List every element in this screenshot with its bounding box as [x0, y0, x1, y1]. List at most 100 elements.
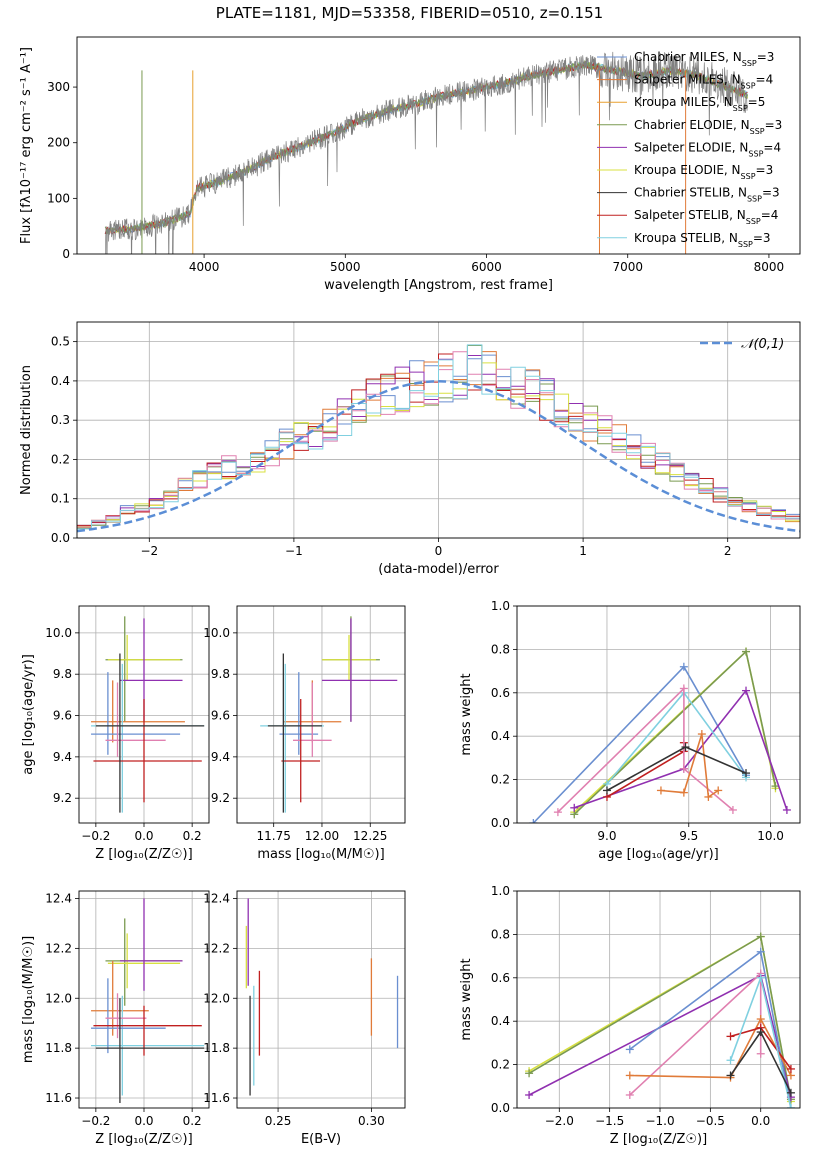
y-tick-label: 0.6	[491, 686, 510, 700]
y-tick-label: 9.2	[53, 791, 72, 805]
y-axis-label: mass weight	[459, 958, 474, 1040]
x-tick-label: −0.2	[81, 829, 110, 843]
y-tick-label: 0.0	[51, 531, 70, 545]
y-tick-label: 9.2	[211, 791, 230, 805]
x-tick-label: 0.0	[134, 1114, 153, 1128]
spectrum-plot-area	[104, 51, 748, 254]
x-tick-label: −0.2	[81, 1114, 110, 1128]
legend-entry: Salpeter ELODIE, NSSP=4	[634, 140, 781, 158]
x-tick-label: −1	[285, 544, 303, 558]
x-axis-label: Z [log₁₀(Z/Z☉)]	[610, 1132, 707, 1147]
x-axis-label: (data-model)/error	[378, 562, 499, 577]
x-axis-label: Z [log₁₀(Z/Z☉)]	[95, 1132, 192, 1147]
y-tick-label: 12.0	[203, 991, 230, 1005]
x-tick-label: −2	[140, 544, 158, 558]
mass_weight_vs_age-panel: 9.0 9.5 10.0 0.0 0.2 0.4 0.6 0.8 1.0 age [log₁₀(a…	[459, 599, 801, 862]
x-tick-label: 2	[724, 544, 732, 558]
x-tick-label: 9.0	[597, 829, 616, 843]
y-tick-label: 9.6	[211, 709, 230, 723]
legend-entry: Chabrier ELODIE, NSSP=3	[634, 118, 782, 136]
y-tick-label: 12.0	[45, 991, 72, 1005]
spectrum-panel: 4000 5000 6000 7000 8000 0 100 200 300 wavelength…	[19, 36, 801, 293]
x-tick-label: 0	[435, 544, 443, 558]
data-spectrum-line	[105, 51, 748, 254]
y-tick-label: 300	[47, 80, 70, 94]
x-tick-label: 5000	[330, 260, 361, 274]
y-tick-label: 9.6	[53, 709, 72, 723]
mass_vs_Z-panel: −0.2 0.0 0.2 11.6 11.8 12.0 12.2 12.4 Z [log₁₀(Z…	[21, 890, 210, 1147]
y-axis-label: Flux [fλ10⁻¹⁷ erg cm⁻² s⁻¹ A⁻¹]	[19, 47, 34, 244]
age_vs_Z-panel: −0.2 0.0 0.2 9.2 9.4 9.6 9.8 10.0 Z [log₁₀(Z/Z☉)…	[21, 605, 210, 862]
y-tick-label: 11.8	[45, 1041, 72, 1055]
x-tick-label: 9.5	[679, 829, 698, 843]
x-tick-label: 10.0	[757, 829, 784, 843]
x-tick-label: 0.30	[358, 1114, 385, 1128]
x-axis-label: Z [log₁₀(Z/Z☉)]	[95, 847, 192, 862]
mass_vs_Z-plot-area	[91, 898, 205, 1104]
age_vs_mass-panel: 11.75 12.00 12.25 9.2 9.4 9.6 9.8 10.0 mass [log…	[203, 605, 406, 862]
y-axis-label: Normed distribution	[19, 365, 34, 495]
y-tick-label: 0.4	[491, 1014, 510, 1028]
x-tick-label: 6000	[471, 260, 502, 274]
age_vs_Z-frame	[78, 605, 210, 824]
y-tick-label: 12.2	[203, 941, 230, 955]
y-tick-label: 0.3	[51, 413, 70, 427]
x-tick-label: 0.0	[134, 829, 153, 843]
x-axis-label: age [log₁₀(age/yr)]	[598, 847, 719, 862]
y-tick-label: 12.4	[45, 891, 72, 905]
legend-entry: Chabrier STELIB, NSSP=3	[634, 186, 780, 204]
legend-entry: Kroupa ELODIE, NSSP=3	[634, 163, 773, 181]
y-tick-label: 0.2	[491, 773, 510, 787]
y-tick-label: 9.4	[53, 750, 72, 764]
x-tick-label: 0.25	[265, 1114, 292, 1128]
x-axis-label: wavelength [Angstrom, rest frame]	[324, 278, 553, 293]
y-tick-label: 9.8	[211, 667, 230, 681]
spectrum-legend: Chabrier MILES, NSSP=3 Salpeter MILES, NS…	[597, 50, 782, 248]
x-tick-label: 0.0	[751, 1114, 770, 1128]
mass-weight-line	[660, 733, 719, 799]
y-tick-label: 10.0	[203, 626, 230, 640]
x-tick-label: 11.75	[257, 829, 291, 843]
y-tick-label: 9.8	[53, 667, 72, 681]
residuals-panel: −2 −1 0 1 2 0.0 0.1 0.2 0.3 0.4 0.5 (data-model)/er…	[19, 321, 801, 577]
y-tick-label: 10.0	[45, 626, 72, 640]
legend-entry: 𝒩(0,1)	[741, 337, 784, 352]
y-axis-label: age [log₁₀(age/yr)]	[21, 654, 36, 775]
mass_vs_Z-frame	[78, 890, 210, 1109]
normal-curve-line	[77, 380, 800, 533]
residuals-frame	[76, 321, 801, 539]
residuals-plot-area	[77, 344, 800, 533]
mass_weight_vs_age-plot-area	[529, 647, 791, 823]
mass_vs_ebv-plot-area	[245, 898, 399, 1096]
y-tick-label: 0.2	[491, 1058, 510, 1072]
residual-histogram	[77, 345, 800, 529]
y-tick-label: 11.6	[45, 1091, 72, 1105]
y-tick-label: 0	[62, 247, 70, 261]
x-tick-label: 8000	[754, 260, 785, 274]
mass_weight_vs_Z-panel: −2.0 −1.5 −1.0 −0.5 0.0 0.0 0.2 0.4 0.6 0.8 1.0 Z […	[459, 884, 801, 1147]
mass-weight-line	[574, 688, 788, 811]
y-tick-label: 0.4	[491, 729, 510, 743]
y-tick-label: 0.5	[51, 335, 70, 349]
mass_weight_vs_Z-plot-area	[525, 932, 795, 1108]
spectrum-frame	[76, 36, 801, 255]
residual-histogram	[77, 362, 800, 530]
x-tick-label: 1	[579, 544, 587, 558]
mass_weight_vs_Z-frame	[516, 890, 801, 1109]
legend-entry: Kroupa MILES, NSSP=5	[634, 95, 765, 113]
y-tick-label: 12.4	[203, 891, 230, 905]
y-tick-label: 1.0	[491, 884, 510, 898]
y-tick-label: 0.2	[51, 452, 70, 466]
x-tick-label: −1.5	[595, 1114, 624, 1128]
x-axis-label: E(B-V)	[301, 1132, 341, 1147]
y-tick-label: 0.8	[491, 927, 510, 941]
x-tick-label: 12.25	[353, 829, 387, 843]
y-tick-label: 0.4	[51, 374, 70, 388]
legend-entry: Salpeter MILES, NSSP=4	[634, 73, 773, 91]
x-tick-label: 4000	[189, 260, 220, 274]
y-tick-label: 1.0	[491, 599, 510, 613]
x-tick-label: −2.0	[545, 1114, 574, 1128]
x-tick-label: −1.0	[645, 1114, 674, 1128]
x-axis-label: mass [log₁₀(M/M☉)]	[257, 847, 384, 862]
legend-entry: Kroupa STELIB, NSSP=3	[634, 231, 771, 249]
